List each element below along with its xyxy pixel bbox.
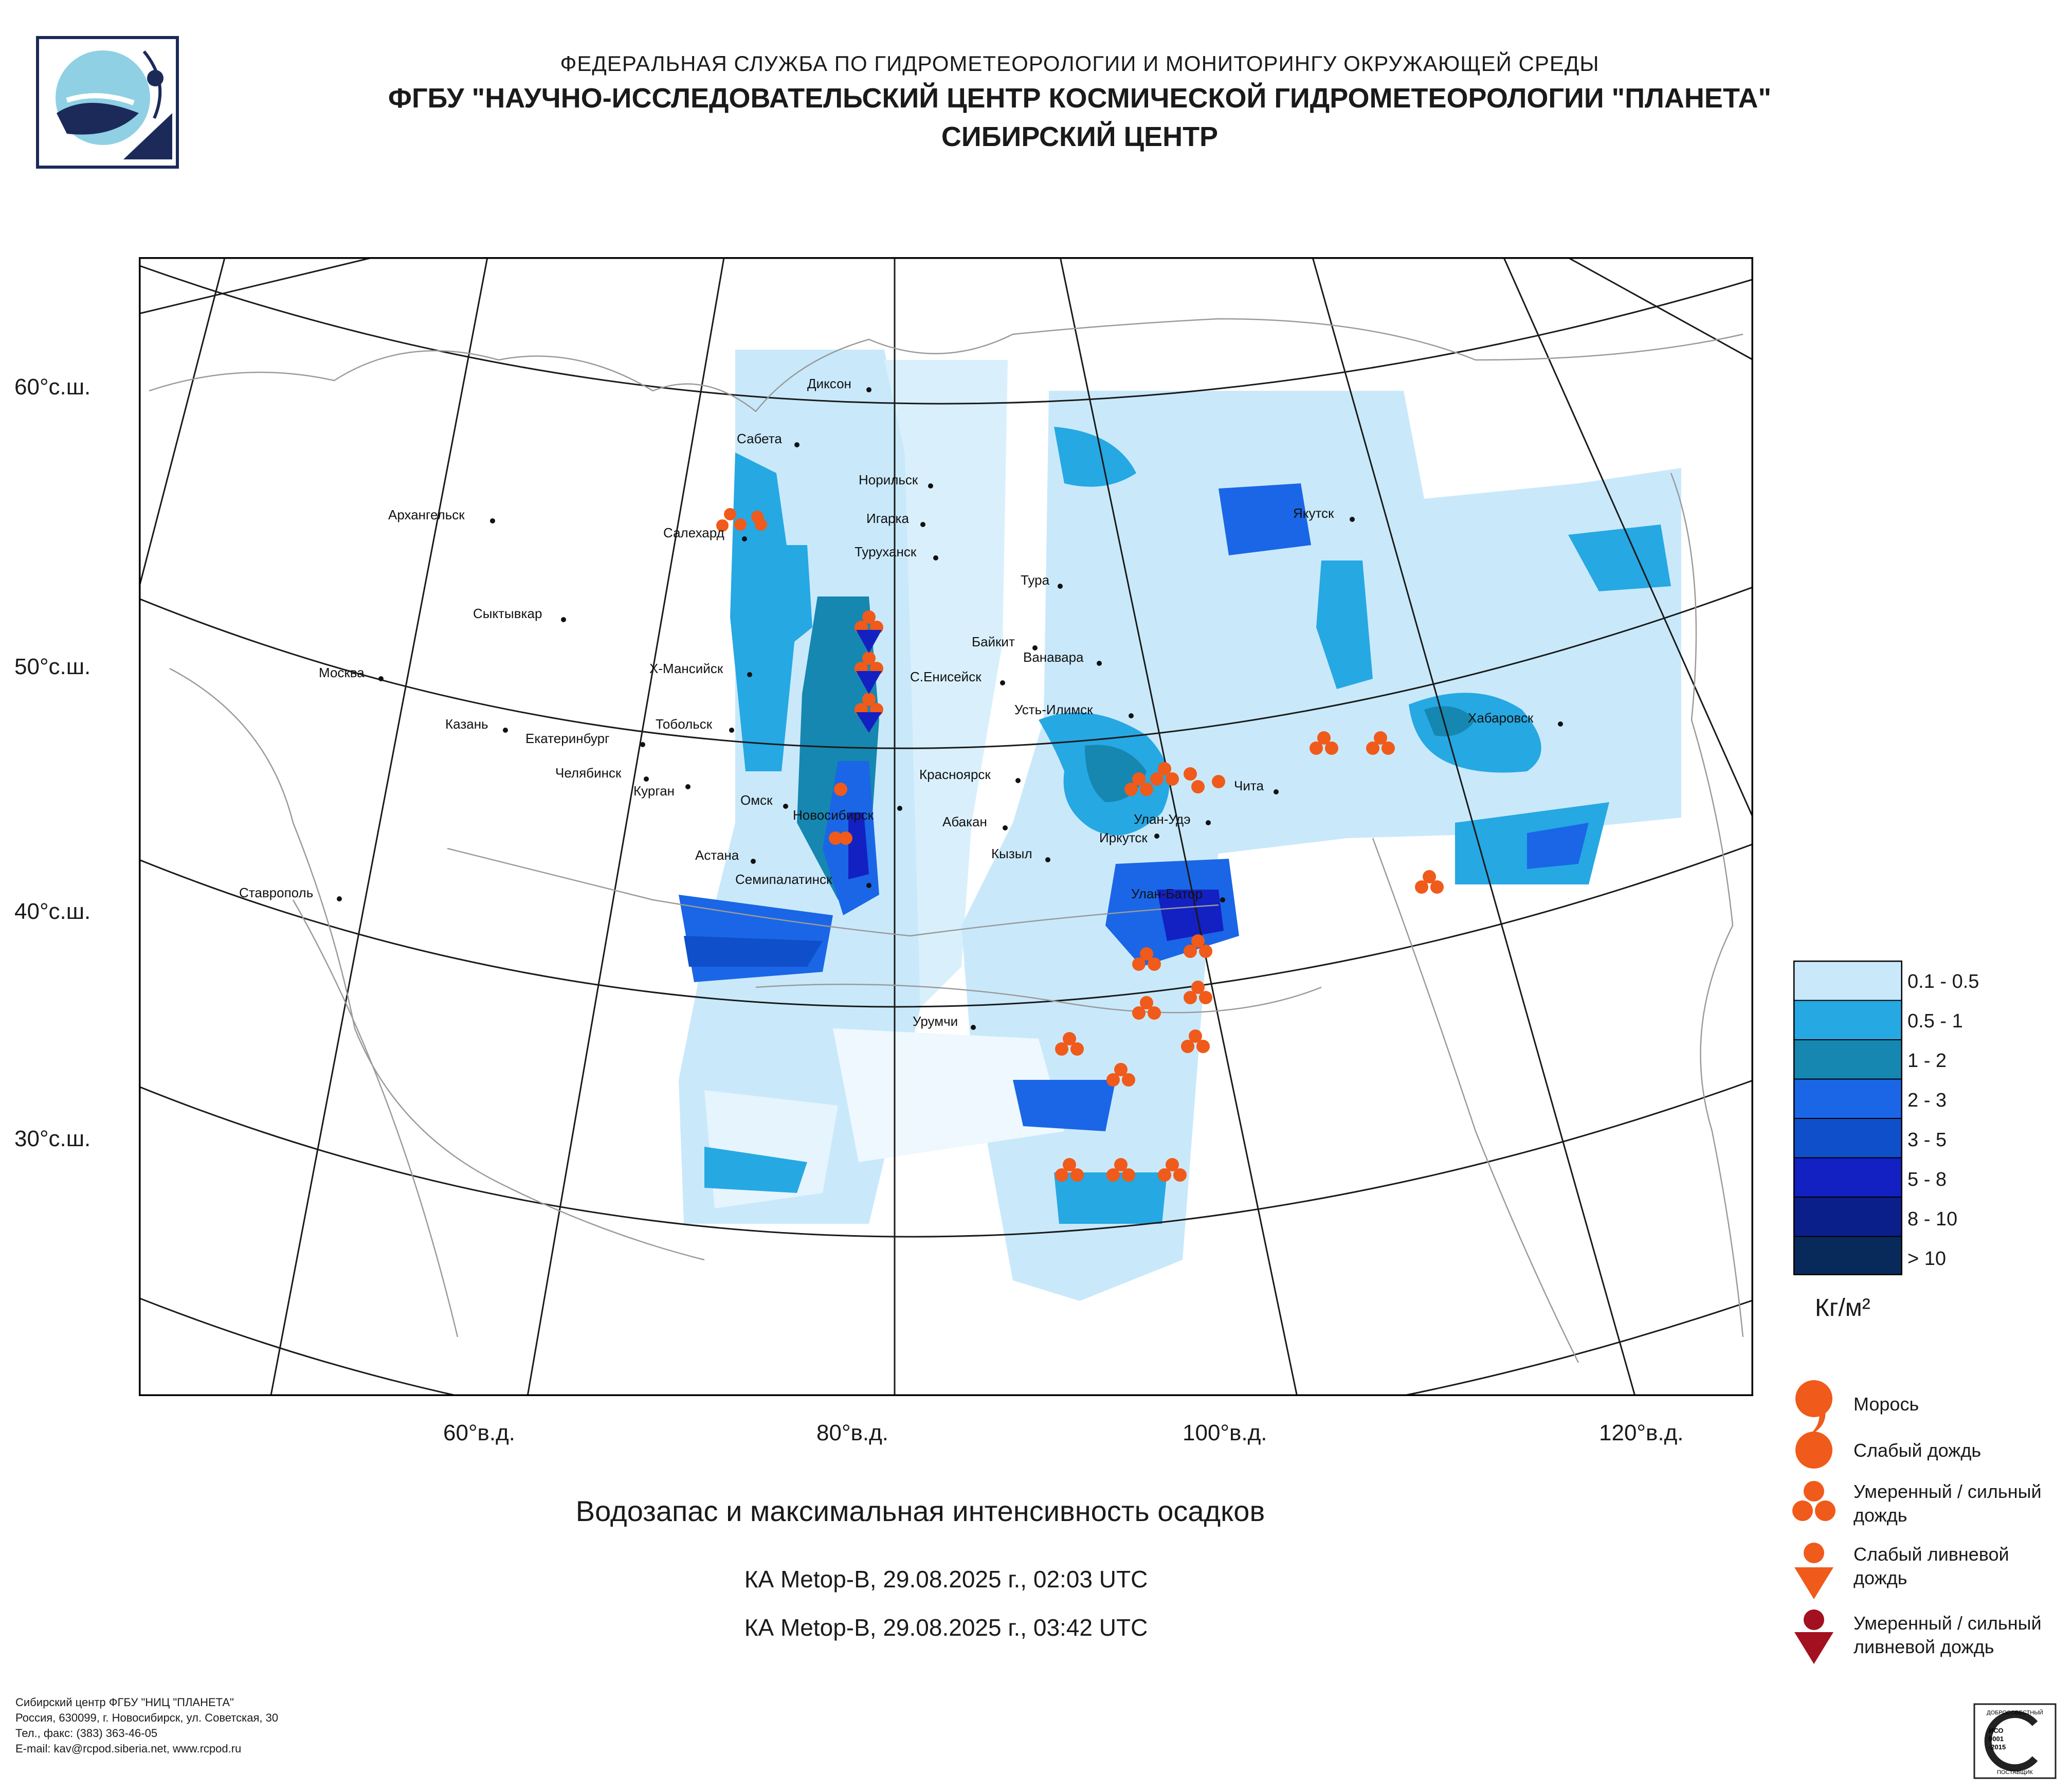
legend-moderate-rain: Умеренный / сильный дождь (1853, 1481, 2042, 1526)
satellite-pass-2: КА Metop-B, 29.08.2025 г., 03:42 UTC (744, 1614, 1148, 1641)
legend-light-shower: Слабый ливневой дождь (1853, 1544, 2009, 1588)
city-kazan: Казань (445, 716, 488, 732)
precipitation-map: Диксон Сабета Норильск Игарка Туруханск … (139, 257, 1753, 1396)
city-igarka: Игарка (866, 511, 909, 526)
lat-label-60: 60°с.ш. (14, 374, 91, 400)
city-khabarovsk: Хабаровск (1468, 710, 1534, 726)
city-salekhard: Салехард (663, 525, 724, 540)
moderate-rain-icon (1804, 1481, 1824, 1501)
city-astana: Астана (695, 847, 739, 863)
legend-swatch-5 (1793, 1118, 1902, 1159)
city-turukhansk: Туруханск (855, 544, 917, 559)
lon-label-60: 60°в.д. (443, 1420, 516, 1445)
legend-swatch-6 (1793, 1157, 1902, 1198)
city-syktyvkar: Сыктывкар (473, 606, 542, 621)
iso-top-text: ДОБРОСОВЕСТНЫЙ (1987, 1709, 2043, 1716)
symbol-legend (1792, 1380, 1835, 1664)
header-agency: ФЕДЕРАЛЬНАЯ СЛУЖБА ПО ГИДРОМЕТЕОРОЛОГИИ … (560, 51, 1600, 76)
city-yakutsk: Якутск (1293, 505, 1334, 521)
city-ust-ilimsk: Усть-Илимск (1014, 702, 1093, 717)
lon-label-80: 80°в.д. (816, 1420, 889, 1445)
satellite-pass-1: КА Metop-B, 29.08.2025 г., 02:03 UTC (744, 1566, 1148, 1593)
drizzle-tail-icon (1810, 1408, 1826, 1435)
footer-email: E-mail: kav@rcpod.siberia.net, www.rcpod… (15, 1742, 242, 1755)
legend-range-2: 0.5 - 1 (1907, 1010, 1963, 1032)
city-ulan-ude: Улан-Удэ (1134, 811, 1191, 827)
city-vanavara: Ванавара (1023, 649, 1084, 665)
city-novosibirsk: Новосибирск (793, 807, 874, 823)
legend-light-rain: Слабый дождь (1853, 1440, 1982, 1461)
lon-label-100: 100°в.д. (1183, 1420, 1267, 1445)
legend-range-3: 1 - 2 (1907, 1050, 1947, 1072)
legend-swatch-7 (1793, 1197, 1902, 1237)
city-semipalatinsk: Семипалатинск (735, 872, 832, 887)
legend-swatch-3 (1793, 1039, 1902, 1080)
city-krasnoyarsk: Красноярск (919, 767, 991, 782)
legend-swatch-1 (1793, 961, 1902, 1001)
legend-range-4: 2 - 3 (1907, 1090, 1947, 1111)
iso-badge: ДОБРОСОВЕСТНЫЙ ИСО 9001 -2015 ПОСТАВЩИК (1973, 1703, 2057, 1779)
city-chita: Чита (1234, 778, 1264, 793)
legend-range-6: 5 - 8 (1907, 1169, 1947, 1190)
lat-label-40: 40°с.ш. (14, 899, 91, 924)
legend-range-8: > 10 (1907, 1248, 1947, 1270)
city-irkutsk: Иркутск (1099, 830, 1148, 845)
city-moscow: Москва (319, 665, 365, 680)
legend-range-7: 8 - 10 (1907, 1208, 1958, 1230)
legend-unit: Кг/м² (1815, 1294, 1870, 1322)
city-seniseysk: С.Енисейск (910, 669, 982, 684)
legend-swatch-4 (1793, 1078, 1902, 1119)
legend-range-5: 3 - 5 (1907, 1129, 1947, 1151)
header-institute: ФГБУ "НАУЧНО-ИССЛЕДОВАТЕЛЬСКИЙ ЦЕНТР КОС… (388, 83, 1772, 114)
contact-footer: Сибирский центр ФГБУ "НИЦ "ПЛАНЕТА" Росс… (15, 1695, 278, 1757)
light-shower-icon (1804, 1543, 1824, 1563)
city-chelyabinsk: Челябинск (555, 765, 622, 781)
city-khmansiysk: Х-Мансийск (649, 661, 723, 676)
city-kurgan: Курган (633, 783, 675, 799)
city-tura: Тура (1021, 572, 1050, 588)
legend-drizzle: Морось (1853, 1394, 1919, 1415)
heavy-shower-icon (1804, 1609, 1824, 1630)
lon-label-120: 120°в.д. (1599, 1420, 1684, 1445)
city-norilsk: Норильск (859, 472, 918, 487)
planeta-logo (36, 36, 179, 169)
city-omsk: Омск (740, 792, 773, 808)
city-tobolsk: Тобольск (656, 716, 713, 732)
city-dikson: Диксон (807, 376, 851, 391)
footer-org: Сибирский центр ФГБУ "НИЦ "ПЛАНЕТА" (15, 1696, 234, 1709)
footer-phone: Тел., факс: (383) 363-46-05 (15, 1727, 158, 1740)
legend-swatch-2 (1793, 1000, 1902, 1040)
drizzle-icon (1795, 1380, 1832, 1417)
header-center: СИБИРСКИЙ ЦЕНТР (941, 121, 1219, 152)
lat-label-50: 50°с.ш. (14, 654, 91, 679)
city-kyzyl: Кызыл (991, 846, 1032, 861)
city-urumqi: Урумчи (913, 1014, 958, 1029)
city-sabeta: Сабета (737, 431, 782, 446)
legend-heavy-shower: Умеренный / сильный ливневой дождь (1853, 1613, 2042, 1657)
legend-range-1: 0.1 - 0.5 (1907, 971, 1979, 992)
footer-address: Россия, 630099, г. Новосибирск, ул. Сове… (15, 1711, 279, 1724)
legend-swatch-8 (1793, 1236, 1902, 1275)
city-ulan-bator: Улан-Батор (1131, 886, 1203, 901)
city-baikit: Байкит (972, 634, 1015, 649)
city-stavropol: Ставрополь (239, 885, 313, 900)
color-legend (1793, 961, 1902, 1275)
iso-bottom-text: ПОСТАВЩИК (1997, 1769, 2033, 1776)
lat-label-30: 30°с.ш. (14, 1126, 91, 1151)
city-abakan: Абакан (942, 814, 987, 829)
map-title: Водозапас и максимальная интенсивность о… (575, 1495, 1265, 1527)
light-rain-icon (1795, 1432, 1832, 1469)
city-yekaterinburg: Екатеринбург (525, 731, 610, 746)
iso-mid-text: ИСО 9001 -2015 (1989, 1727, 2006, 1751)
city-arkhangelsk: Архангельск (388, 507, 465, 522)
